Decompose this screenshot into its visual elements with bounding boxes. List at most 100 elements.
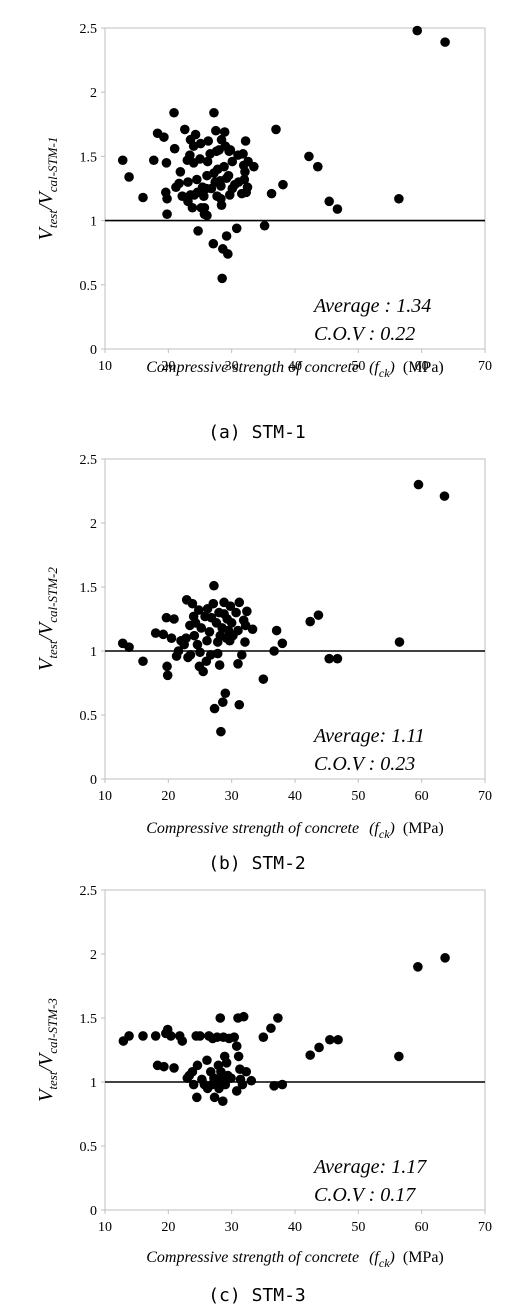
data-point: [440, 37, 450, 47]
data-point: [195, 138, 206, 149]
plot-frame: [104, 889, 486, 1211]
data-point: [192, 639, 203, 650]
x-tick-label: 40: [288, 789, 302, 804]
y-tick-label: 2: [90, 517, 97, 532]
data-point: [215, 1013, 226, 1023]
y-axis-label-sub1: test: [45, 640, 60, 658]
x-tick-label: 30: [225, 1220, 239, 1235]
x-axis-label-sub: ck: [379, 366, 390, 380]
data-point: [233, 1051, 244, 1062]
y-axis-label-sub2: cal-STM-2: [45, 567, 60, 623]
data-point: [223, 249, 233, 259]
data-point: [218, 697, 228, 707]
data-point: [214, 660, 225, 670]
data-point: [225, 601, 236, 611]
x-tick-label: 10: [98, 789, 112, 804]
data-point: [233, 659, 243, 669]
data-point: [202, 635, 212, 646]
data-point: [231, 223, 242, 234]
x-tick-label: 20: [161, 359, 175, 374]
data-point: [187, 202, 198, 213]
data-point: [242, 182, 253, 193]
data-point: [193, 605, 204, 615]
x-tick-label: 50: [351, 789, 365, 804]
x-tick-label: 20: [161, 789, 175, 804]
stat-cov: C.O.V : 0.23: [314, 753, 415, 775]
data-point: [138, 192, 148, 203]
y-tick-label: 1: [90, 1076, 97, 1091]
data-point: [159, 1061, 169, 1072]
x-axis-label-text: Compressive strength of concrete: [146, 1249, 359, 1266]
x-axis-label-text: Compressive strength of concrete: [146, 359, 359, 376]
data-point: [180, 124, 190, 135]
y-axis-label-sub1: test: [45, 210, 60, 228]
data-point: [231, 1041, 242, 1051]
y-tick-label: 1.5: [80, 150, 98, 165]
x-axis-label: Compressive strength of concrete (fck) (MP…: [146, 1249, 444, 1270]
data-point: [185, 650, 196, 660]
data-point: [234, 597, 245, 608]
data-point: [439, 491, 450, 501]
x-axis-label-sub: ck: [379, 827, 390, 841]
data-point: [221, 231, 232, 241]
y-tick-label: 2.5: [80, 884, 98, 899]
data-point: [195, 1031, 205, 1041]
x-axis-label-unit: (MPa): [403, 359, 444, 376]
data-point: [185, 150, 195, 160]
data-point: [258, 674, 269, 684]
data-point: [208, 598, 219, 609]
data-point: [240, 167, 250, 177]
y-axis-label: Vtest/Vcal-STM-3: [35, 998, 60, 1102]
stat-average: Average: 1.17: [312, 1156, 427, 1178]
data-point: [166, 633, 177, 643]
stat-cov: C.O.V : 0.17: [314, 1184, 416, 1206]
stat-cov: C.O.V : 0.22: [314, 323, 415, 345]
data-point: [313, 610, 324, 620]
x-tick-label: 30: [225, 789, 239, 804]
data-point: [209, 107, 219, 118]
data-point: [124, 1031, 134, 1041]
x-tick-label: 50: [351, 359, 365, 374]
x-axis-label-close: ): [389, 359, 395, 376]
x-tick-label: 70: [478, 1220, 492, 1235]
data-point: [192, 1092, 202, 1103]
data-point: [219, 127, 230, 137]
y-axis-label-slash: /: [35, 1064, 57, 1073]
data-point: [266, 188, 277, 199]
x-axis-label-unit: (MPa): [403, 820, 444, 837]
data-point: [313, 161, 323, 172]
data-point: [223, 170, 234, 181]
y-tick-label: 1.5: [80, 1012, 98, 1027]
data-point: [195, 647, 205, 658]
data-point: [216, 181, 226, 191]
stats-box: Average: 1.11 C.O.V : 0.23: [312, 725, 425, 775]
y-tick-label: 0.5: [80, 709, 98, 724]
figure-caption: (a) STM-1: [208, 422, 306, 443]
x-axis-label-var: f: [374, 820, 381, 837]
data-point: [413, 479, 424, 490]
data-point: [202, 210, 212, 221]
chart-panel-3: 0 0.5 1 1.5 2 2.5 10 20 30 40 50 60 70 Average: 1.17 C…: [35, 884, 492, 1306]
data-point: [218, 1096, 228, 1106]
data-point: [305, 616, 316, 627]
data-point: [271, 124, 281, 135]
x-axis-label-open: (: [369, 1249, 376, 1266]
chart-panel-1: 0 0.5 1 1.5 2 2.5 10 20 30 40 50 60 70 Average : 1.34…: [35, 22, 492, 443]
data-point: [209, 1092, 220, 1103]
x-axis-label: Compressive strength of concrete (fck) (MP…: [146, 820, 444, 841]
data-point: [226, 618, 237, 628]
data-point: [269, 646, 279, 656]
data-point: [304, 151, 314, 162]
data-point: [238, 149, 248, 159]
data-point: [278, 179, 288, 190]
y-axis-label-sub2: cal-STM-3: [45, 998, 60, 1054]
x-axis-label-close: ): [389, 820, 395, 837]
x-tick-label: 10: [98, 359, 112, 374]
data-point: [219, 161, 229, 172]
y-tick-label: 2.5: [80, 22, 98, 37]
data-point: [249, 161, 259, 172]
x-tick-label: 10: [98, 1220, 112, 1235]
y-axis-label-v1: V: [35, 656, 57, 671]
data-point: [246, 1075, 257, 1086]
x-axis-label-var: f: [374, 1249, 381, 1266]
